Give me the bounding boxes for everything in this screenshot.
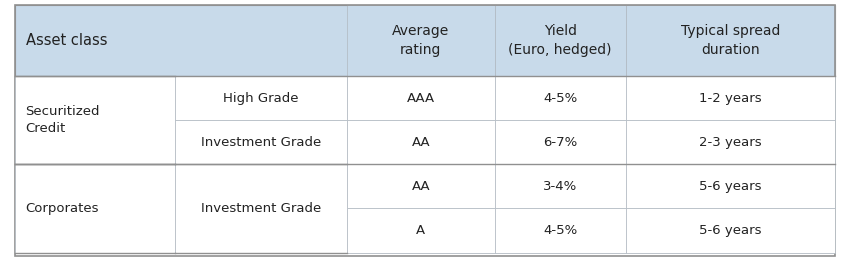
Text: Average
rating: Average rating	[393, 24, 450, 57]
Bar	[175, 120, 347, 164]
Bar	[175, 76, 347, 120]
Text: 4-5%: 4-5%	[543, 224, 577, 237]
Text: Investment Grade: Investment Grade	[201, 202, 321, 215]
Text: Yield
(Euro, hedged): Yield (Euro, hedged)	[508, 24, 612, 57]
Text: 5-6 years: 5-6 years	[699, 224, 762, 237]
Bar	[15, 76, 175, 164]
Bar	[15, 120, 835, 164]
Text: 2-3 years: 2-3 years	[699, 136, 762, 149]
Bar	[15, 164, 175, 253]
Bar	[626, 209, 835, 253]
Text: AA: AA	[411, 136, 430, 149]
Bar	[175, 120, 347, 164]
Text: 5-6 years: 5-6 years	[699, 180, 762, 193]
Bar	[495, 120, 626, 164]
Bar	[347, 164, 495, 209]
Text: High Grade: High Grade	[224, 92, 299, 105]
Text: 3-4%: 3-4%	[543, 180, 577, 193]
Bar	[15, 76, 835, 120]
Bar	[347, 5, 495, 76]
Bar	[495, 209, 626, 253]
Text: Typical spread
duration: Typical spread duration	[681, 24, 780, 57]
Bar	[15, 164, 835, 209]
Bar	[175, 209, 347, 253]
Text: 4-5%: 4-5%	[543, 92, 577, 105]
Bar	[495, 5, 626, 76]
Text: A: A	[416, 224, 426, 237]
Bar	[347, 120, 495, 164]
Bar	[495, 76, 626, 120]
Bar	[626, 76, 835, 120]
Text: Corporates: Corporates	[26, 202, 99, 215]
Text: AAA: AAA	[407, 92, 435, 105]
Text: AA: AA	[411, 180, 430, 193]
Bar	[15, 209, 835, 253]
Text: Asset class: Asset class	[26, 33, 107, 48]
Bar	[175, 76, 347, 120]
Bar	[626, 164, 835, 209]
Text: 6-7%: 6-7%	[543, 136, 577, 149]
Bar	[347, 76, 495, 120]
Bar	[15, 5, 835, 76]
Bar	[175, 164, 347, 209]
Bar	[175, 164, 347, 253]
Text: 1-2 years: 1-2 years	[699, 92, 762, 105]
Bar	[495, 164, 626, 209]
Text: Investment Grade: Investment Grade	[201, 136, 321, 149]
Text: Securitized
Credit: Securitized Credit	[26, 105, 100, 135]
Bar	[347, 209, 495, 253]
Bar	[626, 5, 835, 76]
Bar	[626, 120, 835, 164]
